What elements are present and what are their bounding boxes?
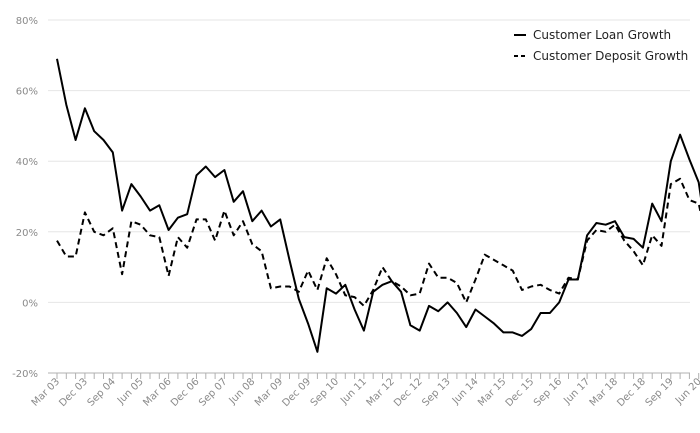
x-tick-label: Jun 14	[450, 376, 481, 407]
x-tick-label: Sep 19	[644, 376, 676, 408]
series-lines	[56, 58, 700, 353]
y-axis-labels: 80% 60% 40% 20% 0% -20%	[12, 16, 38, 380]
y-tick-label: -20%	[12, 369, 38, 380]
x-tick-label: Dec 03	[57, 376, 90, 409]
x-tick-label: Dec 09	[281, 376, 314, 409]
x-tick-label: Jun 08	[227, 376, 258, 407]
x-tick-label: Sep 07	[197, 376, 229, 408]
legend-label-deposit: Customer Deposit Growth	[533, 49, 688, 63]
x-tick-label: Mar 03	[30, 376, 62, 408]
x-tick-label: Sep 16	[532, 376, 564, 408]
x-tick-label: Jun 05	[115, 376, 146, 407]
x-axis	[48, 372, 700, 379]
gridlines	[48, 19, 690, 303]
x-tick-label: Jun 20	[673, 376, 700, 407]
series-line-loan-growth	[56, 58, 700, 353]
x-tick-label: Dec 06	[169, 376, 202, 409]
y-tick-label: 60%	[16, 87, 38, 98]
y-tick-label: 20%	[16, 228, 38, 239]
series-line-deposit-growth	[56, 177, 700, 307]
x-tick-label: Mar 15	[476, 376, 508, 408]
y-tick-label: 80%	[16, 16, 38, 27]
legend-label-loan: Customer Loan Growth	[533, 28, 671, 42]
x-tick-label: Mar 18	[588, 376, 620, 408]
x-tick-label: Dec 12	[392, 376, 425, 409]
x-tick-label: Mar 09	[253, 376, 285, 408]
y-tick-label: 0%	[22, 298, 38, 309]
x-tick-label: Sep 04	[86, 376, 118, 408]
x-tick-label: Sep 13	[420, 376, 452, 408]
x-tick-label: Mar 12	[365, 376, 397, 408]
x-tick-label: Jun 11	[338, 376, 369, 407]
x-tick-label: Dec 18	[615, 376, 648, 409]
x-tick-label: Jun 17	[561, 376, 592, 407]
y-tick-label: 40%	[16, 157, 38, 168]
x-tick-label: Mar 06	[141, 376, 173, 408]
x-tick-label: Sep 10	[309, 376, 341, 408]
x-tick-label: Dec 15	[504, 376, 537, 409]
legend: Customer Loan Growth Customer Deposit Gr…	[514, 28, 688, 63]
